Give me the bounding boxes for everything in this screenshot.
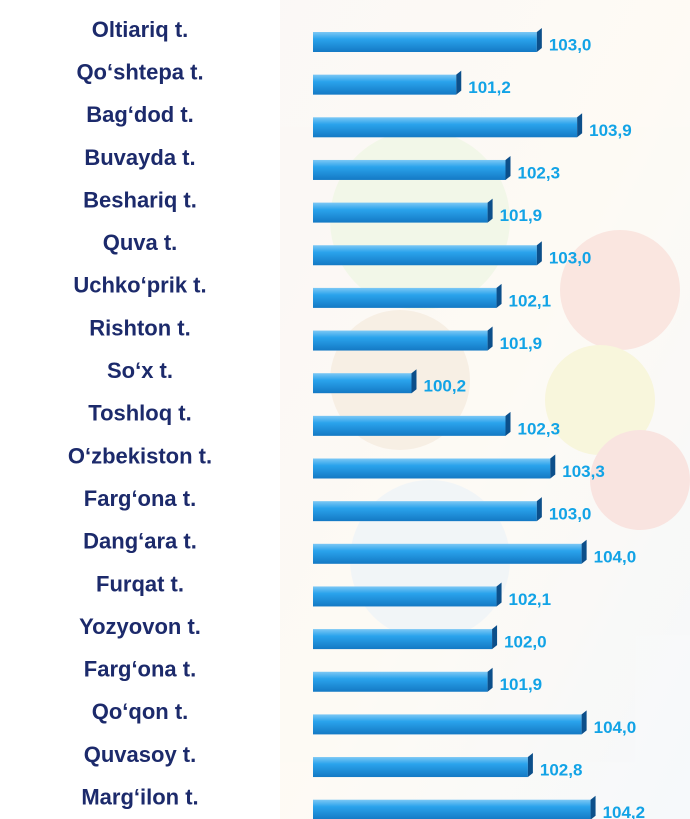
bar [313, 74, 457, 95]
category-label: Beshariq t. [83, 187, 197, 212]
bar-edge [505, 411, 511, 436]
value-label: 103,0 [549, 35, 592, 54]
category-label: Buvayda t. [84, 145, 195, 170]
category-label: Dang‘ara t. [83, 529, 197, 554]
bar [313, 586, 497, 607]
bar [313, 757, 528, 778]
bar-edge [581, 539, 587, 564]
bar [313, 330, 488, 351]
bar [313, 629, 493, 650]
bar [313, 714, 582, 735]
bar-edge [581, 710, 587, 735]
bar [313, 543, 582, 564]
bar-edge [456, 70, 462, 95]
value-label: 104,0 [594, 718, 637, 737]
bar-edge [536, 497, 542, 522]
category-label: Quvasoy t. [84, 742, 196, 767]
category-label: Marg‘ilon t. [81, 785, 198, 810]
value-label: 103,3 [562, 462, 605, 481]
value-label: 100,2 [423, 377, 466, 396]
category-label: Farg‘ona t. [84, 657, 196, 682]
category-label: Farg‘ona t. [84, 486, 196, 511]
bar-edge [536, 28, 542, 52]
category-label: So‘x t. [107, 358, 173, 383]
bar [313, 32, 537, 52]
value-label: 102,3 [518, 163, 561, 182]
plot: Oltiariq t. 103,0 Qo‘shtepa t. 101,2 Bag‘dod… [68, 17, 645, 819]
value-label: 101,2 [468, 78, 511, 97]
bar [313, 159, 506, 180]
bar [313, 245, 537, 266]
bar-edge [550, 454, 556, 479]
category-label: Toshloq t. [88, 401, 191, 426]
bar-edge [527, 753, 533, 778]
value-label: 103,0 [549, 249, 592, 268]
bar [313, 501, 537, 522]
value-label: 102,0 [504, 633, 547, 652]
category-label: Qo‘shtepa t. [76, 59, 203, 84]
bar [313, 458, 551, 479]
category-label: Quva t. [103, 230, 178, 255]
bar [313, 287, 497, 308]
value-label: 102,3 [518, 419, 561, 438]
bar-edge [536, 241, 542, 266]
value-label: 103,0 [549, 505, 592, 524]
bar-edge [590, 795, 596, 819]
bar [313, 202, 488, 223]
value-label: 102,1 [509, 590, 552, 609]
bar [313, 373, 412, 394]
category-label: Bag‘dod t. [86, 102, 194, 127]
category-label: Qo‘qon t. [92, 699, 189, 724]
bar [313, 799, 591, 819]
bar [313, 415, 506, 436]
bar [313, 671, 488, 692]
value-label: 103,9 [589, 121, 632, 140]
value-label: 104,2 [603, 803, 646, 819]
category-label: O‘zbekiston t. [68, 443, 212, 468]
bar-edge [487, 198, 493, 223]
bar-edge [496, 283, 502, 308]
category-label: Oltiariq t. [92, 17, 189, 42]
bar-edge [496, 582, 502, 607]
value-label: 101,9 [500, 675, 543, 694]
value-label: 104,0 [594, 547, 637, 566]
value-label: 101,9 [500, 334, 543, 353]
value-label: 102,1 [509, 291, 552, 310]
category-label: Yozyovon t. [79, 614, 201, 639]
category-label: Furqat t. [96, 571, 184, 596]
category-label: Rishton t. [89, 315, 190, 340]
bar-edge [487, 667, 493, 692]
bar-edge [577, 113, 583, 138]
category-label: Uchko‘prik t. [73, 273, 206, 298]
value-label: 102,8 [540, 761, 583, 780]
bar-edge [487, 326, 493, 351]
bar [313, 117, 578, 138]
value-label: 101,9 [500, 206, 543, 225]
bar-edge [411, 369, 417, 394]
bar-edge [492, 625, 498, 650]
bar-edge [505, 155, 511, 180]
